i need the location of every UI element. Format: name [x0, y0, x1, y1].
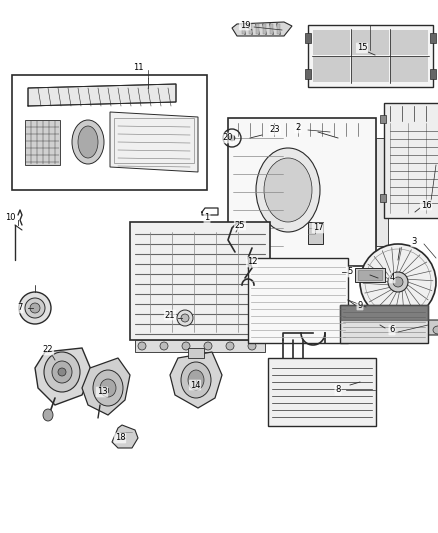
Ellipse shape	[25, 298, 45, 318]
Ellipse shape	[393, 326, 403, 334]
Bar	[430, 69, 436, 79]
Ellipse shape	[264, 158, 312, 222]
Bar	[355, 268, 385, 282]
Ellipse shape	[177, 310, 193, 326]
Ellipse shape	[30, 303, 40, 313]
Text: 23: 23	[270, 125, 280, 134]
Text: 4: 4	[389, 273, 395, 282]
Ellipse shape	[226, 342, 234, 350]
Polygon shape	[35, 348, 92, 405]
Bar	[305, 33, 311, 43]
Bar	[358, 270, 382, 280]
Polygon shape	[28, 84, 176, 106]
Polygon shape	[258, 266, 288, 291]
Bar	[130, 222, 270, 340]
Bar	[313, 30, 350, 55]
Bar	[391, 57, 428, 82]
Bar	[352, 57, 389, 82]
Text: 15: 15	[357, 44, 367, 52]
Ellipse shape	[138, 342, 146, 350]
Ellipse shape	[347, 326, 357, 334]
Polygon shape	[340, 305, 428, 320]
Ellipse shape	[160, 342, 168, 350]
Bar	[12, 75, 207, 190]
Ellipse shape	[433, 326, 438, 334]
Ellipse shape	[58, 368, 66, 376]
Ellipse shape	[204, 342, 212, 350]
Bar	[380, 194, 386, 202]
Text: 14: 14	[190, 381, 200, 390]
Ellipse shape	[256, 148, 320, 232]
Text: 7: 7	[18, 303, 23, 312]
Bar	[308, 222, 323, 244]
Bar	[188, 348, 204, 358]
Text: 25: 25	[235, 221, 245, 230]
Text: 5: 5	[347, 268, 353, 277]
Bar	[263, 24, 266, 34]
Bar	[114, 118, 194, 163]
Ellipse shape	[100, 379, 116, 397]
Ellipse shape	[78, 126, 98, 158]
Ellipse shape	[188, 370, 204, 390]
Bar	[305, 69, 311, 79]
Ellipse shape	[93, 370, 123, 406]
Text: 22: 22	[43, 345, 53, 354]
Text: 8: 8	[336, 385, 341, 394]
Polygon shape	[170, 352, 222, 408]
Ellipse shape	[181, 362, 211, 398]
Text: 11: 11	[133, 63, 143, 72]
Text: 18: 18	[115, 433, 125, 442]
Bar	[308, 25, 433, 87]
Text: 20: 20	[223, 133, 233, 142]
Text: 17: 17	[313, 223, 323, 232]
Bar	[248, 258, 348, 343]
Bar	[380, 115, 386, 123]
Ellipse shape	[360, 244, 436, 320]
Ellipse shape	[182, 342, 190, 350]
Text: 2: 2	[295, 124, 300, 133]
Polygon shape	[112, 425, 138, 448]
Bar	[242, 24, 245, 34]
Text: 3: 3	[411, 238, 417, 246]
Text: 16: 16	[420, 200, 431, 209]
Text: 10: 10	[5, 214, 15, 222]
Bar	[25, 120, 60, 165]
Ellipse shape	[332, 262, 348, 274]
Ellipse shape	[393, 277, 403, 287]
Ellipse shape	[44, 352, 80, 392]
Bar	[256, 24, 259, 34]
Bar	[430, 33, 436, 43]
Polygon shape	[82, 358, 130, 415]
Ellipse shape	[19, 292, 51, 324]
Bar	[352, 30, 389, 55]
Bar	[376, 138, 388, 246]
Ellipse shape	[43, 409, 53, 421]
Ellipse shape	[52, 361, 72, 383]
Ellipse shape	[248, 342, 256, 350]
Bar	[384, 103, 438, 218]
Text: 13: 13	[97, 387, 107, 397]
Bar	[270, 24, 273, 34]
Text: 12: 12	[247, 257, 257, 266]
Bar	[277, 24, 280, 34]
Text: 19: 19	[240, 20, 250, 29]
Bar	[228, 118, 376, 266]
Ellipse shape	[181, 314, 189, 322]
Polygon shape	[348, 320, 438, 335]
Text: 21: 21	[165, 311, 175, 319]
Bar	[135, 340, 265, 352]
Polygon shape	[110, 112, 198, 172]
Ellipse shape	[229, 135, 235, 141]
Bar	[249, 24, 252, 34]
Bar	[268, 358, 376, 426]
Polygon shape	[232, 22, 292, 36]
Bar	[391, 30, 428, 55]
Ellipse shape	[388, 272, 408, 292]
Text: 1: 1	[205, 214, 210, 222]
Bar	[313, 57, 350, 82]
Polygon shape	[340, 305, 428, 343]
Text: 6: 6	[389, 326, 395, 335]
Text: 9: 9	[357, 301, 363, 310]
Ellipse shape	[72, 120, 104, 164]
